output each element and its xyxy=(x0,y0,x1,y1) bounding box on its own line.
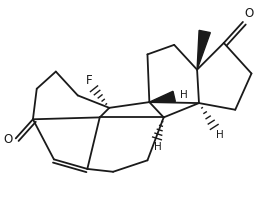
Text: F: F xyxy=(85,74,92,87)
Text: H: H xyxy=(180,90,188,101)
Polygon shape xyxy=(149,91,175,102)
Text: O: O xyxy=(245,7,254,20)
Text: H: H xyxy=(154,142,162,152)
Polygon shape xyxy=(197,30,210,70)
Text: H: H xyxy=(216,130,224,140)
Text: O: O xyxy=(4,133,13,146)
